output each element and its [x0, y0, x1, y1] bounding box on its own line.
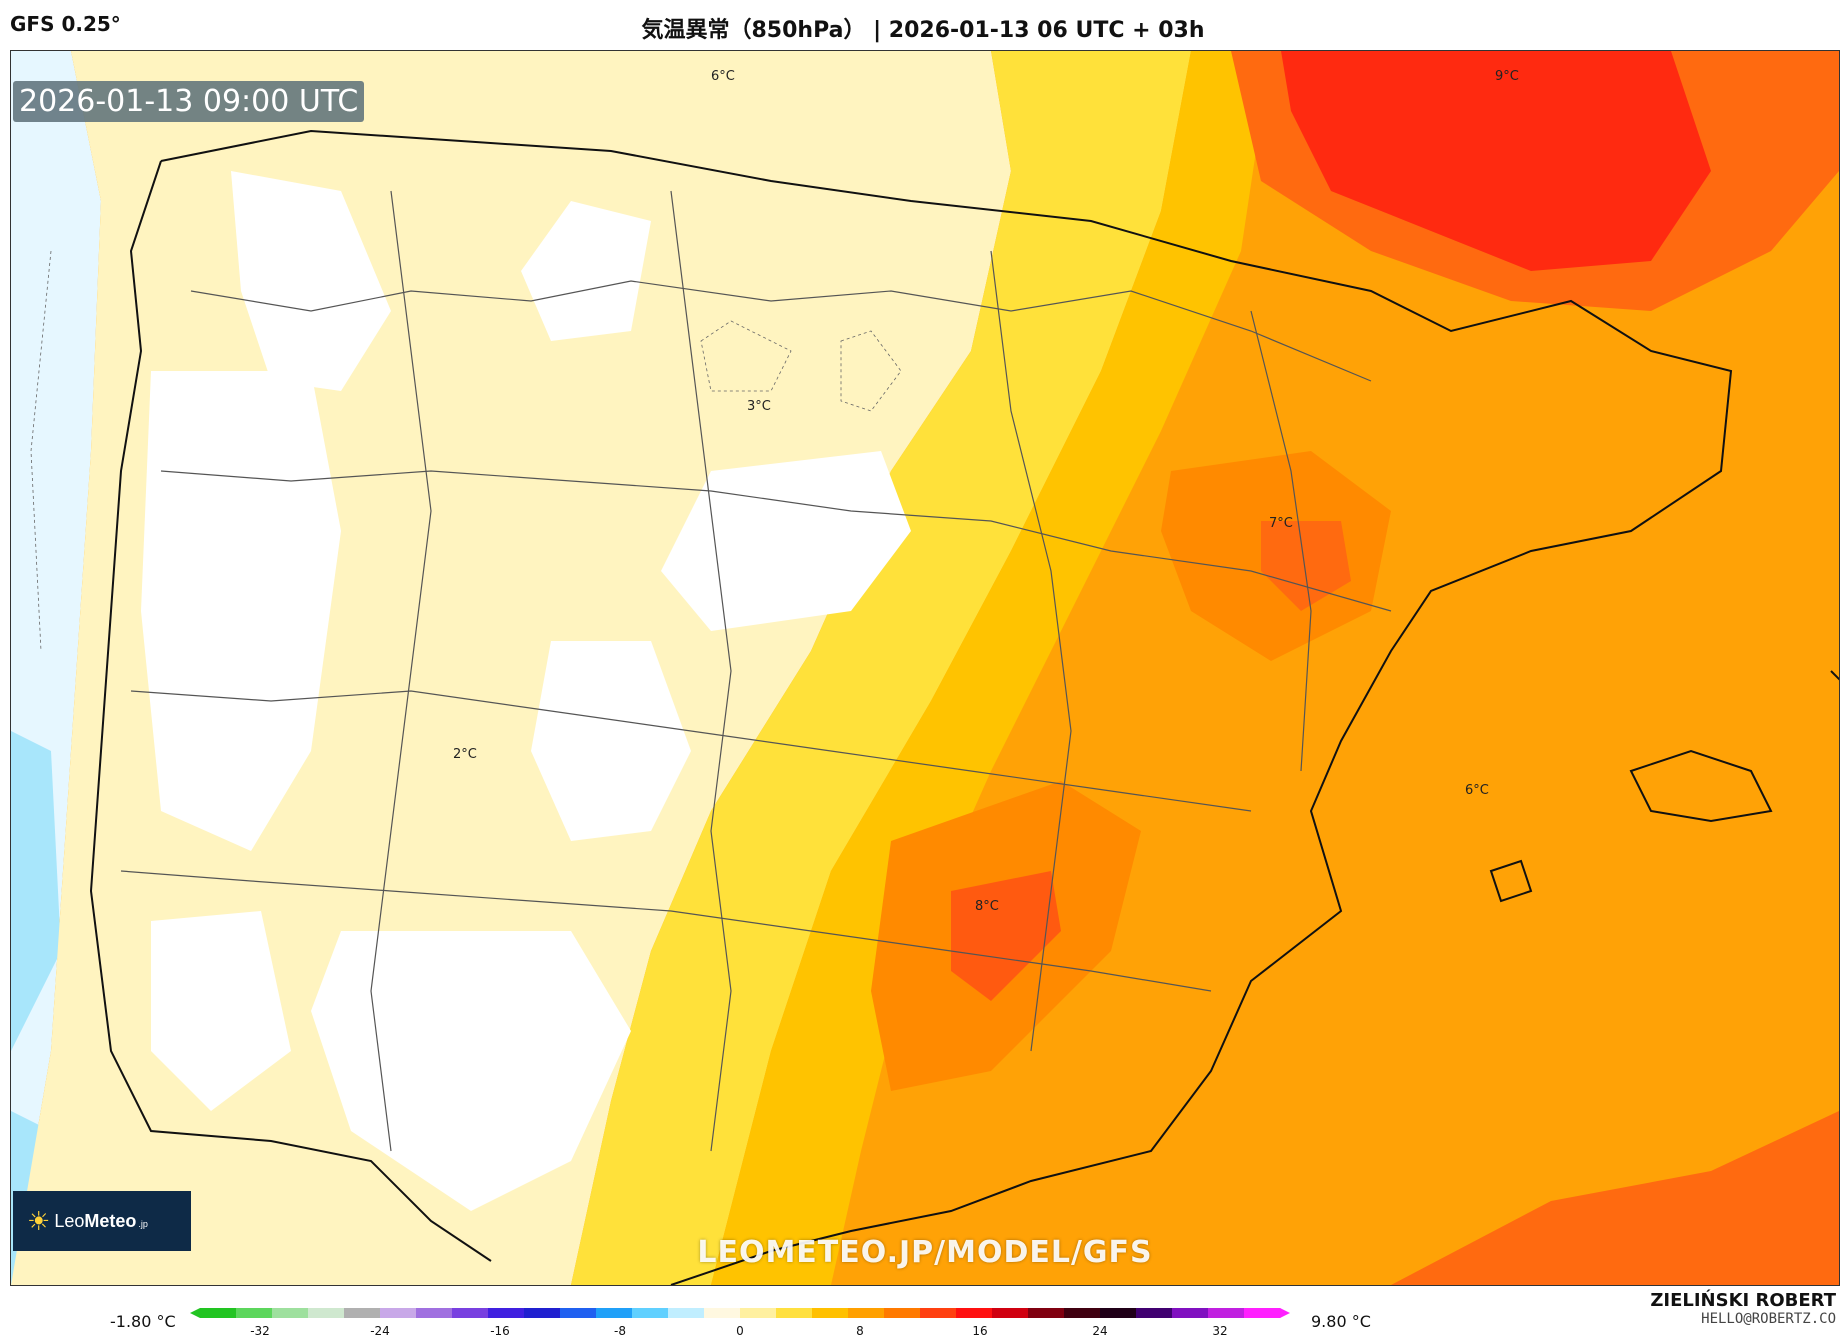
logo-text-jp: .jp [138, 1219, 148, 1229]
colorbar-segment [1172, 1308, 1209, 1318]
colorbar-segment [920, 1308, 957, 1318]
contour-label-sea: 6°C [1465, 783, 1489, 798]
colorbar-segment [344, 1308, 381, 1318]
colorbar-segment [992, 1308, 1029, 1318]
colorbar-segment [596, 1308, 633, 1318]
map-view[interactable]: 2026-01-13 09:00 UTC 6°C 9°C 3°C 7°C 2°C… [10, 50, 1840, 1286]
colorbar-tick-label: 32 [1212, 1324, 1228, 1338]
colorbar-segment [632, 1308, 669, 1318]
colorbar-segment [740, 1308, 777, 1318]
colorbar-segment [668, 1308, 705, 1318]
contour-label-northeast: 9°C [1495, 69, 1519, 84]
author-name: ZIELIŃSKI ROBERT [1650, 1290, 1836, 1311]
model-label: GFS 0.25° [10, 12, 121, 36]
sun-icon: ☀ [27, 1205, 51, 1236]
colorbar-segment [560, 1308, 597, 1318]
contour-label-north: 6°C [711, 69, 735, 84]
colorbar-segment [236, 1308, 273, 1318]
contour-label-north-central: 3°C [747, 399, 771, 414]
colorbar-segment [452, 1308, 489, 1318]
colorbar-tick-label: -8 [614, 1324, 626, 1338]
colorbar-tick-label: 0 [736, 1324, 744, 1338]
colorbar-segment [272, 1308, 309, 1318]
colorbar-segment [200, 1308, 237, 1318]
map-title: 気温異常（850hPa） | 2026-01-13 06 UTC + 03h [641, 18, 1205, 43]
source-watermark: LEOMETEO.JP/MODEL/GFS [697, 1235, 1153, 1270]
colorbar-segment [704, 1308, 741, 1318]
colorbar-segment [416, 1308, 453, 1318]
colorbar-arrow-left [190, 1308, 200, 1318]
logo-text-leo: Leo [54, 1210, 85, 1231]
colorbar-segment [848, 1308, 885, 1318]
colorbar-max-label: 9.80 °C [1311, 1312, 1371, 1331]
colorbar-segment [1028, 1308, 1065, 1318]
colorbar-segment [380, 1308, 417, 1318]
colorbar-segment [1244, 1308, 1281, 1318]
colorbar-segment [524, 1308, 561, 1318]
logo-text-meteo: Meteo [84, 1210, 137, 1231]
contour-label-southeast: 8°C [975, 899, 999, 914]
valid-time-badge: 2026-01-13 09:00 UTC [13, 81, 365, 122]
colorbar-tick-label: 8 [856, 1324, 864, 1338]
colorbar-segment [1100, 1308, 1137, 1318]
colorbar [190, 1308, 1290, 1318]
colorbar-arrow-right [1280, 1308, 1290, 1318]
colorbar-tick-label: -24 [370, 1324, 390, 1338]
colorbar-segment [956, 1308, 993, 1318]
colorbar-segment [776, 1308, 813, 1318]
colorbar-segment [884, 1308, 921, 1318]
colorbar-segment [1208, 1308, 1245, 1318]
colorbar-segment [1136, 1308, 1173, 1318]
colorbar-segment [488, 1308, 525, 1318]
colorbar-tick-label: -16 [490, 1324, 510, 1338]
colorbar-segment [1064, 1308, 1101, 1318]
anomaly-map [11, 51, 1839, 1285]
leometeo-logo: ☀ Leo Meteo .jp [13, 1191, 191, 1251]
contour-label-east: 7°C [1269, 516, 1293, 531]
colorbar-min-label: -1.80 °C [110, 1312, 176, 1331]
author-email: HELLO@ROBERTZ.CO [1701, 1311, 1836, 1327]
colorbar-tick-label: -32 [250, 1324, 270, 1338]
colorbar-segment [308, 1308, 345, 1318]
colorbar-tick-label: 16 [972, 1324, 988, 1338]
contour-label-center: 2°C [453, 747, 477, 762]
author-block: ZIELIŃSKI ROBERT HELLO@ROBERTZ.CO [1650, 1290, 1836, 1327]
colorbar-tick-label: 24 [1092, 1324, 1108, 1338]
colorbar-segment [812, 1308, 849, 1318]
